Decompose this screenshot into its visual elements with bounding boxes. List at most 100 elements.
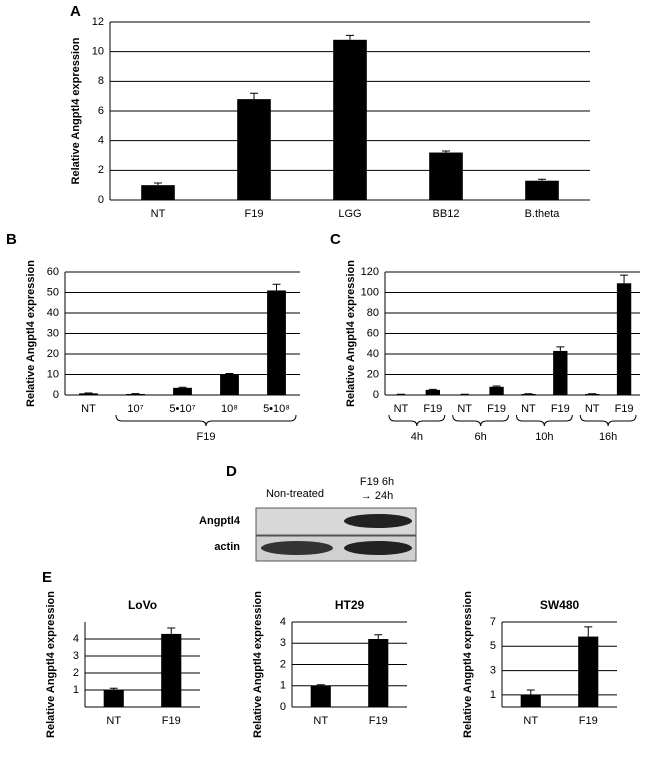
y-tick-label: 120: [361, 266, 379, 278]
bar: [267, 290, 286, 395]
y-axis-label: Relative Angptl4 expression: [25, 260, 37, 407]
y-tick-label: 4: [280, 616, 286, 628]
group-label: 10h: [535, 431, 553, 443]
bar: [429, 152, 463, 200]
y-tick-label: 1: [280, 680, 286, 692]
panel-label: A: [70, 3, 81, 20]
x-tick-label: F19: [551, 403, 570, 415]
x-tick-label: F19: [369, 715, 388, 727]
panel-label: D: [226, 463, 237, 480]
group-brace: [452, 414, 509, 427]
x-tick-label: LGG: [338, 208, 361, 220]
y-axis-label: Relative Angptl4 expression: [70, 37, 82, 184]
bar: [489, 386, 504, 395]
error-bar: [538, 178, 546, 181]
y-tick-label: 0: [53, 389, 59, 401]
x-tick-label: NT: [394, 403, 409, 415]
x-tick-label: NT: [151, 208, 166, 220]
y-tick-label: 2: [73, 667, 79, 679]
y-tick-label: 10: [47, 368, 59, 380]
error-bar: [428, 388, 437, 390]
bar: [616, 283, 632, 395]
y-tick-label: 0: [98, 194, 104, 206]
x-tick-label: F19: [423, 403, 442, 415]
group-label: F19: [197, 431, 216, 443]
bar: [310, 685, 331, 707]
x-tick-label: NT: [521, 403, 536, 415]
y-tick-label: 60: [47, 266, 59, 278]
bar: [161, 633, 182, 707]
bar: [525, 180, 559, 200]
x-tick-label: 10⁸: [221, 403, 238, 415]
column-label: F19 6h: [360, 476, 394, 488]
bar: [141, 185, 175, 200]
error-bar: [167, 627, 176, 634]
error-bar: [346, 34, 354, 40]
y-tick-label: 30: [47, 327, 59, 339]
bar: [173, 387, 192, 395]
y-tick-label: 20: [47, 348, 59, 360]
y-tick-label: 100: [361, 286, 379, 298]
group-brace: [115, 414, 297, 427]
y-tick-label: 3: [490, 664, 496, 676]
y-tick-label: 0: [373, 389, 379, 401]
bar: [553, 350, 568, 395]
error-bar: [250, 92, 258, 100]
error-bar: [556, 346, 565, 351]
y-tick-label: 10: [92, 46, 104, 58]
chart-title: SW480: [540, 598, 580, 612]
panel-label: E: [42, 569, 52, 586]
x-tick-label: NT: [81, 403, 96, 415]
panel-label: C: [330, 231, 341, 248]
panel-label: B: [6, 231, 17, 248]
x-tick-label: B.theta: [525, 208, 561, 220]
y-tick-label: 1: [73, 684, 79, 696]
y-tick-label: 20: [367, 368, 379, 380]
bar: [520, 694, 541, 707]
bar: [79, 393, 98, 395]
x-tick-label: 5•10⁸: [263, 403, 290, 415]
y-tick-label: 1: [490, 689, 496, 701]
group-label: 6h: [475, 431, 487, 443]
row-label: Angptl4: [199, 515, 241, 527]
bar: [521, 393, 536, 395]
x-tick-label: F19: [579, 715, 598, 727]
column-label: → 24h: [361, 490, 393, 502]
x-tick-label: F19: [162, 715, 181, 727]
error-bar: [272, 283, 281, 291]
bar: [425, 389, 440, 395]
x-tick-label: BB12: [433, 208, 460, 220]
y-axis-label: Relative Angptl4 expression: [45, 591, 57, 738]
group-label: 16h: [599, 431, 617, 443]
y-tick-label: 40: [367, 348, 379, 360]
error-bar: [374, 634, 383, 639]
y-tick-label: 0: [280, 701, 286, 713]
blot-band: [344, 541, 412, 555]
chart-title: HT29: [335, 598, 365, 612]
bar: [333, 39, 367, 200]
error-bar: [442, 150, 450, 153]
y-tick-label: 4: [98, 135, 104, 147]
y-tick-label: 8: [98, 75, 104, 87]
y-axis-label: Relative Angptl4 expression: [345, 260, 357, 407]
x-tick-label: 10⁷: [127, 403, 143, 415]
group-label: 4h: [411, 431, 423, 443]
group-brace: [516, 414, 573, 427]
y-tick-label: 6: [98, 105, 104, 117]
x-tick-label: 5•10⁷: [169, 403, 195, 415]
y-tick-label: 40: [47, 307, 59, 319]
bar: [126, 393, 145, 395]
error-bar: [154, 182, 162, 186]
x-tick-label: NT: [523, 715, 538, 727]
y-tick-label: 2: [280, 658, 286, 670]
error-bar: [316, 684, 325, 686]
bar: [237, 99, 271, 200]
bar: [103, 690, 124, 707]
y-tick-label: 5: [490, 640, 496, 652]
x-tick-label: NT: [106, 715, 121, 727]
blot-band: [261, 541, 333, 555]
y-tick-label: 80: [367, 307, 379, 319]
group-brace: [388, 414, 446, 427]
y-tick-label: 3: [280, 637, 286, 649]
